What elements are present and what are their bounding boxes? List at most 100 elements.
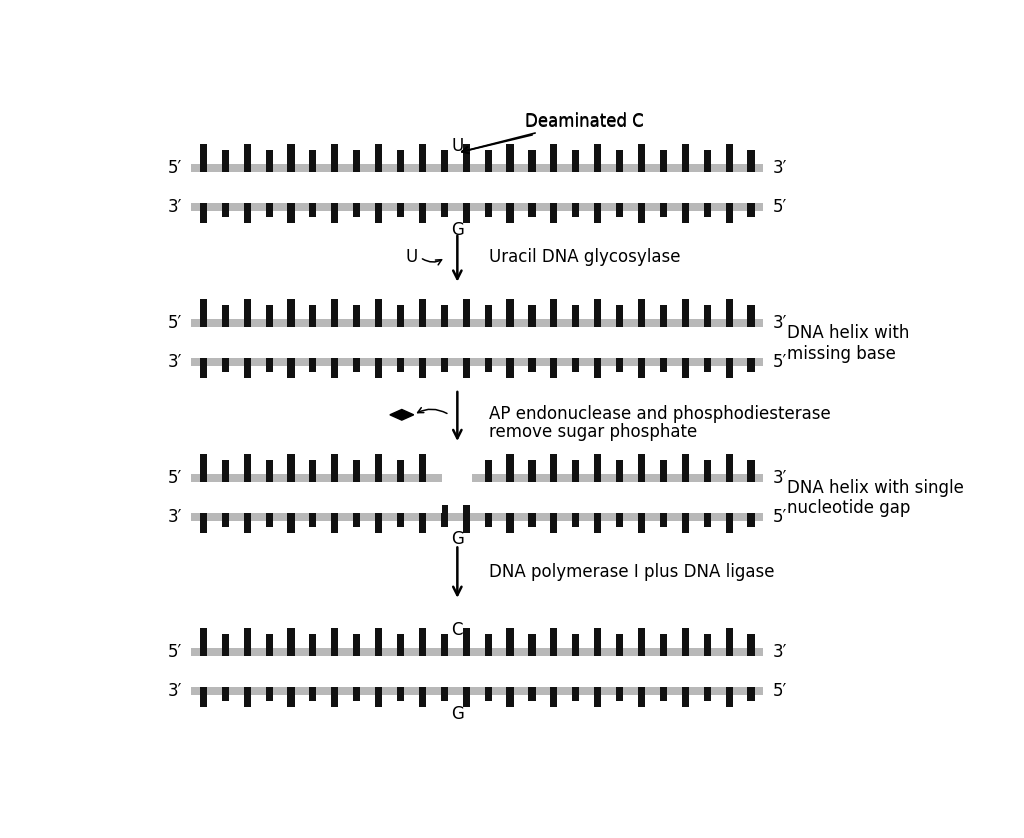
Bar <box>375 299 382 327</box>
Bar <box>265 305 272 327</box>
Bar <box>748 195 755 217</box>
Bar <box>353 460 360 482</box>
Bar <box>463 350 470 378</box>
Bar <box>507 144 514 172</box>
Bar <box>375 505 382 533</box>
Bar <box>265 634 272 656</box>
Bar <box>222 680 229 701</box>
Bar <box>288 505 295 533</box>
Bar <box>244 299 251 327</box>
Bar <box>528 150 536 172</box>
Bar <box>682 195 689 223</box>
Bar <box>616 505 624 527</box>
Bar <box>572 150 580 172</box>
Bar <box>682 350 689 378</box>
Bar <box>419 299 426 327</box>
Bar <box>484 680 492 701</box>
Bar <box>550 144 557 172</box>
Text: U: U <box>406 248 418 266</box>
Bar <box>375 454 382 482</box>
Bar <box>200 628 207 656</box>
Bar <box>375 144 382 172</box>
Bar <box>440 195 447 217</box>
Bar <box>222 150 229 172</box>
Bar <box>331 144 338 172</box>
Text: U: U <box>452 137 464 155</box>
Bar <box>419 628 426 656</box>
Bar <box>244 628 251 656</box>
Bar <box>191 474 442 482</box>
Bar <box>191 649 763 656</box>
Bar <box>397 505 404 527</box>
Bar <box>331 299 338 327</box>
Bar <box>331 628 338 656</box>
Bar <box>682 505 689 533</box>
Bar <box>200 350 207 378</box>
Bar <box>550 505 557 533</box>
Bar <box>616 680 624 701</box>
Text: 3′: 3′ <box>168 353 182 371</box>
Bar <box>353 305 360 327</box>
Bar <box>419 505 426 533</box>
Bar <box>572 680 580 701</box>
Bar <box>191 513 763 520</box>
Bar <box>528 505 536 527</box>
Text: 5′: 5′ <box>168 159 182 178</box>
Bar <box>200 195 207 223</box>
Bar <box>191 358 763 365</box>
Bar <box>616 150 624 172</box>
Bar <box>725 505 732 533</box>
Bar <box>265 505 272 527</box>
Bar <box>200 299 207 327</box>
Bar <box>309 150 316 172</box>
Bar <box>419 454 426 482</box>
Bar <box>638 680 645 707</box>
Bar <box>528 460 536 482</box>
Bar <box>244 680 251 707</box>
Bar <box>659 350 667 372</box>
Bar <box>638 350 645 378</box>
Bar <box>484 305 492 327</box>
Text: 5′: 5′ <box>772 508 786 525</box>
Bar <box>244 195 251 223</box>
Bar <box>594 195 601 223</box>
Bar <box>528 350 536 372</box>
Bar <box>682 299 689 327</box>
Bar <box>638 299 645 327</box>
Bar <box>309 195 316 217</box>
Bar <box>265 150 272 172</box>
Text: 5′: 5′ <box>772 353 786 371</box>
Text: 3′: 3′ <box>168 198 182 216</box>
Bar <box>703 634 711 656</box>
Text: 5′: 5′ <box>772 682 786 700</box>
Bar <box>191 482 442 513</box>
Bar <box>309 305 316 327</box>
Bar <box>725 144 732 172</box>
Bar <box>703 195 711 217</box>
Bar <box>463 505 470 533</box>
Bar <box>748 150 755 172</box>
Bar <box>419 680 426 707</box>
Bar <box>309 680 316 701</box>
Bar <box>682 144 689 172</box>
Bar <box>463 680 470 707</box>
Bar <box>353 350 360 372</box>
Bar <box>440 505 447 527</box>
Bar <box>638 144 645 172</box>
Bar <box>288 350 295 378</box>
Bar <box>244 454 251 482</box>
Bar <box>594 680 601 707</box>
Text: 3′: 3′ <box>772 314 786 332</box>
Bar <box>748 680 755 701</box>
Bar <box>397 634 404 656</box>
Bar <box>191 172 763 203</box>
Bar <box>594 350 601 378</box>
Bar <box>725 299 732 327</box>
Bar <box>244 144 251 172</box>
Bar <box>638 628 645 656</box>
Bar <box>484 505 492 527</box>
Bar <box>572 195 580 217</box>
Bar <box>507 299 514 327</box>
Bar <box>572 350 580 372</box>
Bar <box>397 460 404 482</box>
